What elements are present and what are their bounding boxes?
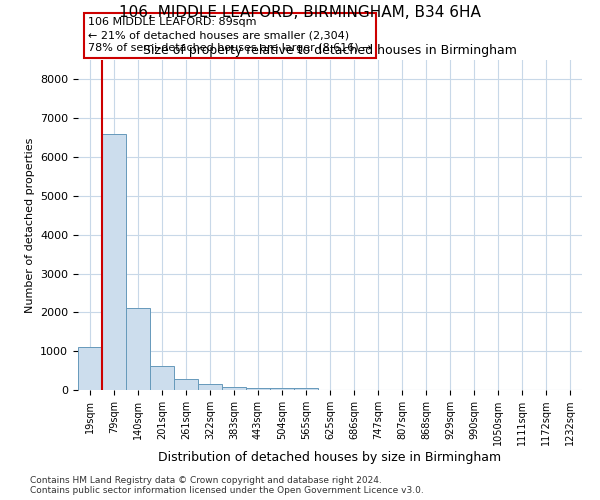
Bar: [126, 308, 150, 390]
Bar: [102, 134, 126, 390]
Bar: [174, 378, 198, 390]
Bar: [222, 386, 246, 390]
Y-axis label: Number of detached properties: Number of detached properties: [25, 138, 35, 312]
Text: 106, MIDDLE LEAFORD, BIRMINGHAM, B34 6HA: 106, MIDDLE LEAFORD, BIRMINGHAM, B34 6HA: [119, 5, 481, 20]
Bar: [78, 348, 102, 390]
X-axis label: Distribution of detached houses by size in Birmingham: Distribution of detached houses by size …: [158, 451, 502, 464]
Bar: [198, 384, 222, 390]
Text: 106 MIDDLE LEAFORD: 89sqm
← 21% of detached houses are smaller (2,304)
78% of se: 106 MIDDLE LEAFORD: 89sqm ← 21% of detac…: [88, 17, 371, 54]
Text: Contains HM Land Registry data © Crown copyright and database right 2024.
Contai: Contains HM Land Registry data © Crown c…: [30, 476, 424, 495]
Bar: [150, 366, 174, 390]
Bar: [246, 388, 270, 390]
Bar: [294, 388, 318, 390]
Title: Size of property relative to detached houses in Birmingham: Size of property relative to detached ho…: [143, 44, 517, 58]
Bar: [270, 388, 294, 390]
